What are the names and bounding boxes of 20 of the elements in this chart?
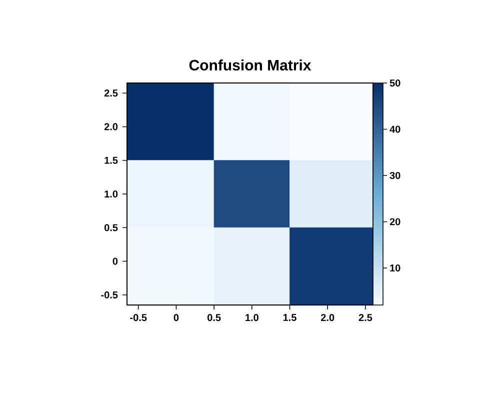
color-bar-label: 40 (390, 126, 400, 133)
x-tick-label: 0 (174, 314, 179, 322)
chart-title: Confusion Matrix (189, 59, 312, 70)
x-tick-label: -0.5 (130, 314, 147, 322)
color-bar-label: 20 (390, 218, 400, 226)
y-tick-label: -0.5 (101, 291, 118, 298)
y-tick-label: 2.5 (104, 90, 118, 97)
y-tick-label: 0.5 (104, 224, 118, 232)
y-tick-label: 2.0 (104, 123, 118, 130)
color-bar-label: 50 (390, 79, 400, 87)
x-tick-label: 2.0 (320, 314, 334, 322)
x-tick-label: 2.5 (358, 314, 372, 322)
y-tick-label: 1.5 (104, 156, 118, 164)
x-tick-label: 1.0 (246, 314, 258, 322)
x-tick-label: 1.5 (283, 314, 296, 321)
y-tick-label: 0 (112, 258, 118, 265)
color-bar-label: 10 (390, 264, 400, 272)
color-bar-label: 30 (390, 172, 400, 180)
x-tick-label: 0.5 (207, 314, 221, 322)
y-tick-label: 1.0 (104, 190, 118, 198)
